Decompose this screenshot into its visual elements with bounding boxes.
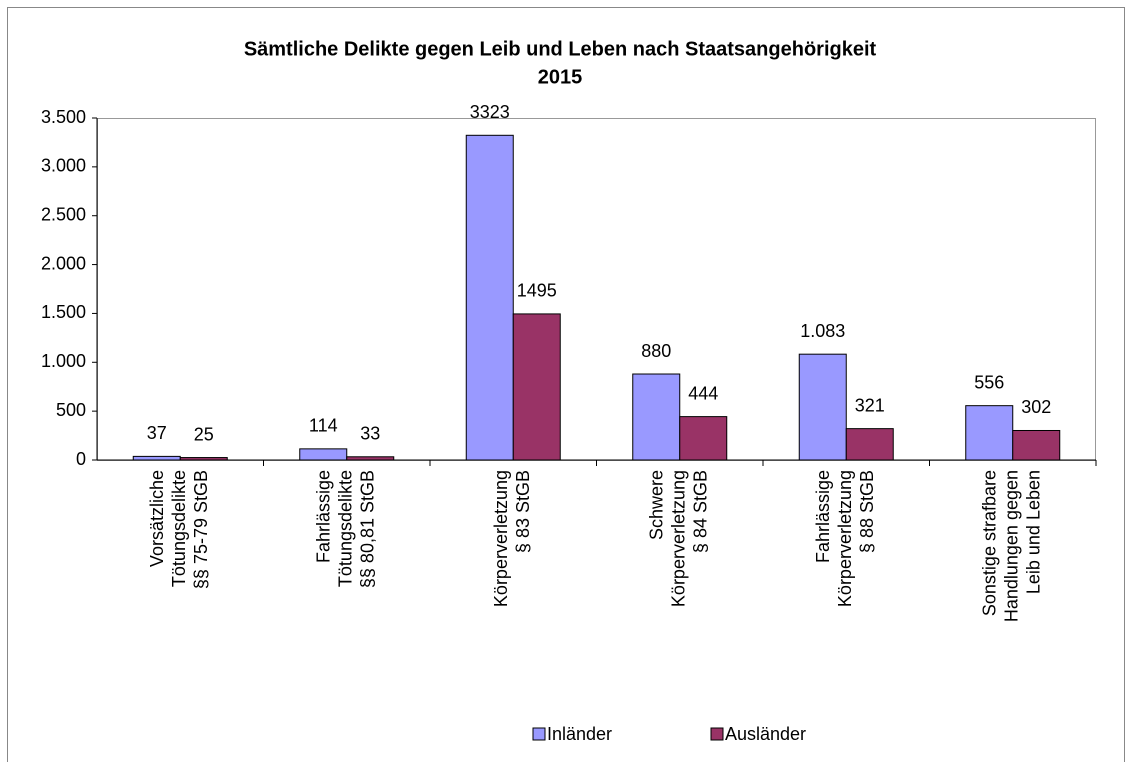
bar <box>132 455 181 461</box>
x-tick-label: § 84 StGB <box>691 470 711 553</box>
data-label: 1.083 <box>800 321 845 341</box>
x-tick-label: Sonstige strafbare <box>980 470 1000 616</box>
x-tick-label: Körperverletzung <box>835 470 855 607</box>
data-label: 3323 <box>470 102 510 122</box>
y-tick-label: 1.500 <box>41 302 86 322</box>
x-tick-label: Körperverletzung <box>669 470 689 607</box>
x-tick-label: §§ 75-79 StGB <box>191 470 211 589</box>
x-tick-label: §§ 80,81 StGB <box>358 470 378 588</box>
data-label: 33 <box>360 424 380 444</box>
bar <box>512 313 561 461</box>
bar <box>179 457 228 461</box>
legend-swatch <box>532 727 546 741</box>
data-label: 302 <box>1021 397 1051 417</box>
y-tick-label: 500 <box>56 400 86 420</box>
y-tick-label: 3.500 <box>41 107 86 127</box>
bar <box>798 353 847 461</box>
x-tick-label: Fahrlässige <box>314 470 334 563</box>
chart-title: Sämtliche Delikte gegen Leib und Leben n… <box>244 38 877 60</box>
bar <box>965 405 1014 461</box>
x-tick-label: Körperverletzung <box>491 470 511 607</box>
data-label: 880 <box>641 341 671 361</box>
bar <box>346 456 395 461</box>
y-tick-label: 2.000 <box>41 253 86 273</box>
y-tick-label: 0 <box>76 449 86 469</box>
data-label: 556 <box>974 372 1004 392</box>
legend-label: Ausländer <box>725 724 806 744</box>
x-tick-label: Tötungsdelikte <box>336 470 356 587</box>
y-tick-label: 2.500 <box>41 204 86 224</box>
bar <box>845 428 894 461</box>
bar <box>679 416 728 461</box>
x-tick-label: § 88 StGB <box>857 470 877 553</box>
bar <box>465 134 514 461</box>
x-tick-label: Leib und Leben <box>1024 470 1044 594</box>
chart-border <box>7 7 1125 762</box>
y-tick-label: 1.000 <box>41 351 86 371</box>
legend-swatch <box>710 727 724 741</box>
data-label: 37 <box>147 423 167 443</box>
x-tick-label: Fahrlässige <box>813 470 833 563</box>
bar <box>299 448 348 461</box>
legend-label: Inländer <box>547 724 612 744</box>
data-label: 1495 <box>517 281 557 301</box>
plot-frame <box>97 118 1096 461</box>
data-label: 25 <box>194 424 214 444</box>
x-tick-label: Schwere <box>647 470 667 540</box>
x-tick-label: § 83 StGB <box>513 470 533 553</box>
x-tick-label: Handlungen gegen <box>1002 470 1022 622</box>
x-tick-label: Tötungsdelikte <box>169 470 189 587</box>
data-label: 444 <box>688 383 718 403</box>
data-label: 321 <box>855 395 885 415</box>
data-label: 114 <box>309 416 338 436</box>
bar <box>1012 429 1061 461</box>
bar <box>632 373 681 461</box>
y-tick-label: 3.000 <box>41 156 86 176</box>
chart-title: 2015 <box>538 66 583 88</box>
x-tick-label: Vorsätzliche <box>147 470 167 567</box>
